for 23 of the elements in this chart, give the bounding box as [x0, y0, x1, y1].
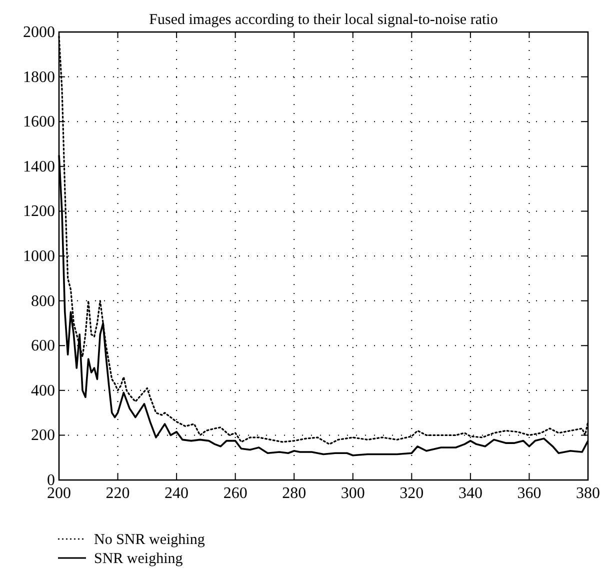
x-tick-label: 360: [517, 485, 542, 502]
x-tick-label: 320: [400, 485, 424, 502]
legend-label: No SNR weighing: [94, 532, 206, 548]
x-tick-label: 260: [223, 485, 248, 502]
y-tick-label: 200: [31, 427, 55, 444]
y-tick-label: 1800: [23, 68, 55, 86]
y-tick-label: 1000: [23, 248, 55, 265]
x-tick-label: 200: [47, 485, 71, 502]
x-tick-label: 280: [282, 485, 306, 502]
y-tick-label: 800: [31, 292, 55, 310]
y-tick-label: 2000: [23, 24, 55, 41]
y-tick-label: 400: [31, 382, 55, 400]
x-tick-label: 240: [164, 485, 189, 502]
x-tick-label: 340: [458, 485, 482, 502]
y-tick-label: 600: [31, 338, 55, 355]
y-tick-label: 1200: [23, 203, 55, 220]
y-tick-label: 1600: [23, 114, 55, 131]
x-tick-label: 300: [340, 485, 365, 502]
x-tick-label: 220: [106, 485, 130, 502]
y-tick-label: 1400: [23, 158, 55, 176]
chart-title: Fused images according to their local signal-to-noise ratio: [149, 12, 498, 28]
legend-label: SNR weighing: [94, 551, 184, 567]
x-tick-label: 380: [576, 485, 600, 502]
